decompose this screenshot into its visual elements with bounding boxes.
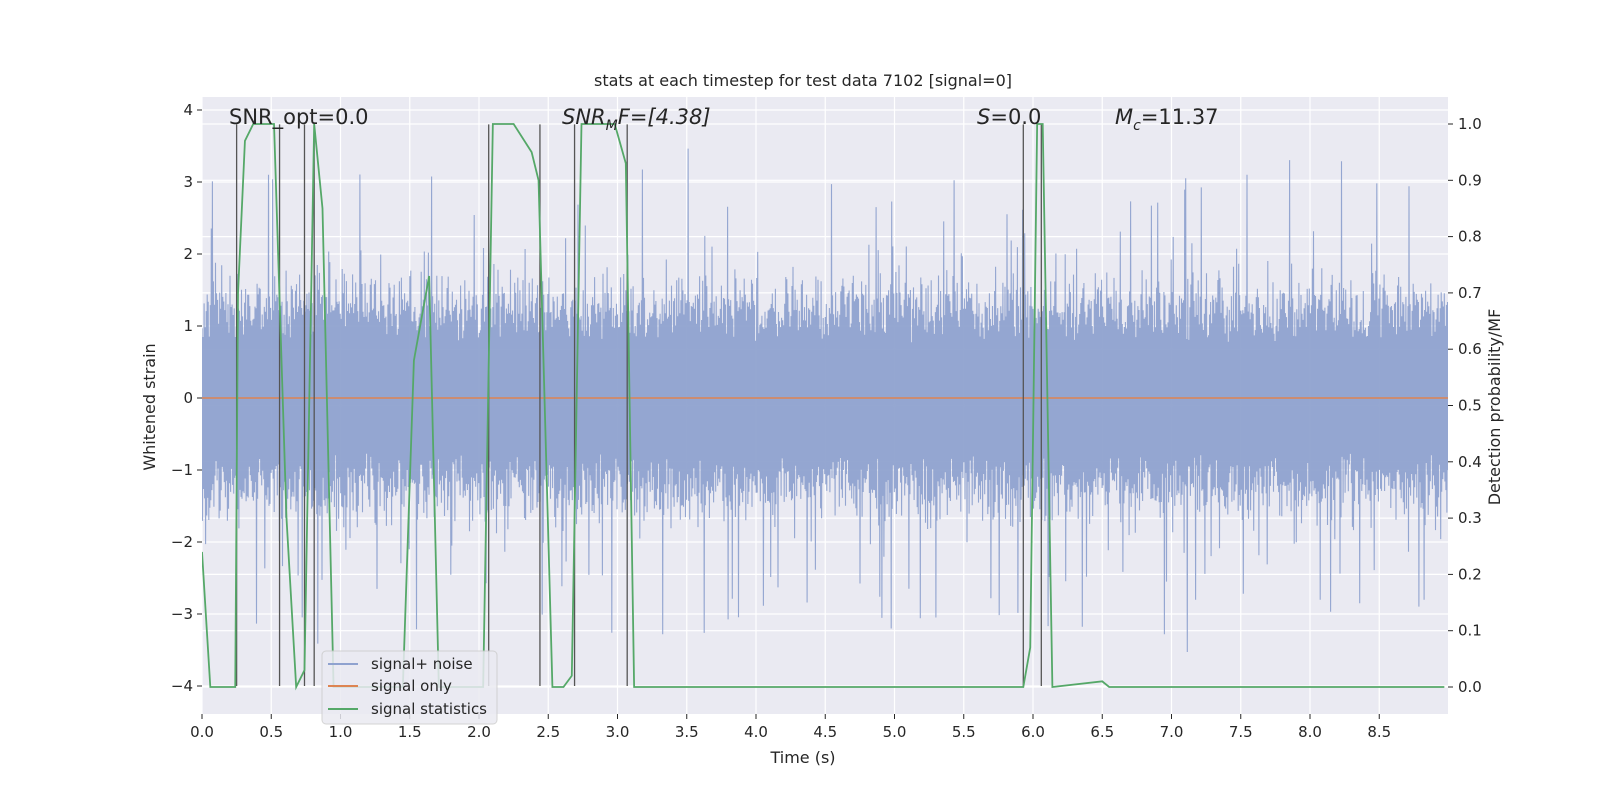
axis-ticks: 0.0 0.5 1.0 1.5 2.0 2.5 3.0 3.5 4.0 4.5 5.0 5.5 6.0 6… (171, 101, 1482, 741)
chart-title: stats at each timestep for test data 710… (594, 71, 1012, 90)
x-tick-label-12: 6.0 (1021, 723, 1045, 741)
y-tick-label-0: 4 (183, 101, 193, 119)
y2-tick-label-2: 0.8 (1458, 228, 1482, 246)
y-tick-label-7: −3 (171, 605, 193, 623)
x-tick-label-3: 1.5 (398, 723, 422, 741)
x-axis-label: Time (s) (769, 748, 835, 767)
y-axis-label: Whitened strain (140, 343, 159, 470)
snr-opt-annotation: SNR_opt=0.0 (229, 105, 369, 130)
x-tick-label-9: 4.5 (813, 723, 837, 741)
x-tick-label-17: 8.5 (1367, 723, 1391, 741)
legend-label-noise: signal+ noise (371, 655, 473, 673)
y2-tick-label-4: 0.6 (1458, 340, 1482, 358)
snr-mf-annotation: SNRMF=[4.38] (562, 105, 711, 134)
x-tick-label-4: 2.0 (467, 723, 491, 741)
x-tick-label-2: 1.0 (329, 723, 353, 741)
legend-label-statistics: signal statistics (371, 700, 487, 718)
x-tick-label-1: 0.5 (259, 723, 283, 741)
s-annotation: S=0.0 (977, 105, 1041, 129)
mc-annotation: Mc=11.37 (1115, 105, 1219, 134)
legend-label-signal-only: signal only (371, 677, 452, 695)
y2-tick-label-10: 0.0 (1458, 678, 1482, 696)
y-tick-label-2: 2 (183, 245, 193, 263)
y2-tick-label-3: 0.7 (1458, 284, 1482, 302)
y-tick-label-8: −4 (171, 677, 193, 695)
y2-tick-label-9: 0.1 (1458, 622, 1482, 640)
x-tick-label-5: 2.5 (536, 723, 560, 741)
x-tick-label-7: 3.5 (675, 723, 699, 741)
y2-tick-label-8: 0.2 (1458, 565, 1482, 583)
x-tick-label-8: 4.0 (744, 723, 768, 741)
signal-statistics-line (202, 123, 1445, 691)
legend: signal+ noise signal only signal statist… (321, 650, 498, 725)
signal-noise-series (202, 148, 1448, 653)
x-tick-label-15: 7.5 (1229, 723, 1253, 741)
x-tick-label-0: 0.0 (190, 723, 214, 741)
y-tick-label-6: −2 (171, 533, 193, 551)
signal-noise-line (202, 148, 1448, 653)
y-tick-label-1: 3 (183, 173, 193, 191)
x-tick-label-6: 3.0 (606, 723, 630, 741)
signal-statistics-series (202, 123, 1445, 691)
y2-tick-label-6: 0.4 (1458, 453, 1482, 471)
x-tick-label-10: 5.0 (883, 723, 907, 741)
x-tick-label-11: 5.5 (952, 723, 976, 741)
y2-tick-label-5: 0.5 (1458, 397, 1482, 415)
y-tick-label-4: 0 (183, 389, 193, 407)
y-tick-label-5: −1 (171, 461, 193, 479)
y2-tick-label-7: 0.3 (1458, 509, 1482, 527)
y2-tick-label-1: 0.9 (1458, 171, 1482, 189)
x-tick-label-16: 8.0 (1298, 723, 1322, 741)
y2-tick-label-0: 1.0 (1458, 115, 1482, 133)
y-tick-label-3: 1 (183, 317, 193, 335)
y2-axis-label: Detection probability/MF (1485, 309, 1504, 506)
x-tick-label-13: 6.5 (1090, 723, 1114, 741)
x-tick-label-14: 7.0 (1160, 723, 1184, 741)
